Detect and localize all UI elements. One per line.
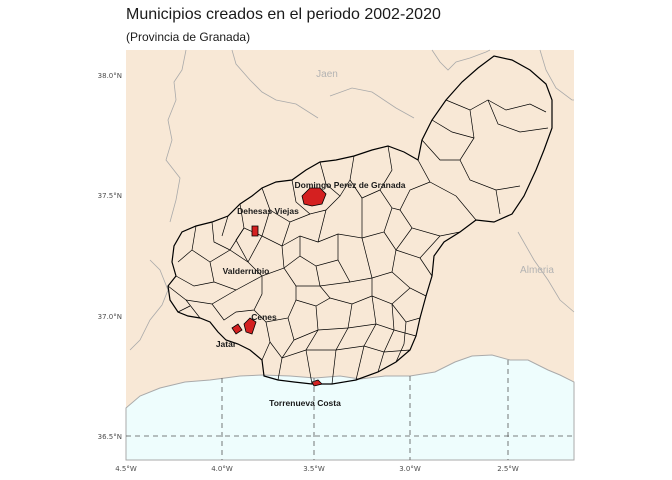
x-tick-label: 3.0°W [399,465,421,473]
highlight-domingo-perez [301,187,327,207]
municipality-label: Domingo Perez de Granada [295,180,406,190]
y-tick-label: 37.5°N [98,192,122,200]
municipality-label: Valderrubio [223,266,270,276]
municipality-label: Jatar [216,339,237,349]
y-tick-label: 37.0°N [98,313,122,321]
map-subtitle: (Provincia de Granada) [126,30,251,44]
region-label-almeria: Almeria [520,265,554,276]
highlighted-municipalities [231,187,327,387]
highlight-jatar [231,323,243,335]
x-tick-label: 3.5°W [303,465,325,473]
municipal-borders [167,99,549,385]
municipality-label: Dehesas Viejas [237,206,299,216]
x-tick-label: 4.5°W [115,465,137,473]
graticule [126,360,574,460]
municipality-label: Torrenueva Costa [269,398,341,408]
x-tick-label: 2.5°W [497,465,519,473]
highlight-torrenueva [311,379,323,387]
highlight-valderrubio [251,225,259,237]
y-tick-label: 38.0°N [98,72,122,80]
highlight-cenes [243,317,257,335]
municipality-label: Cenes [251,312,277,322]
x-tick-label: 4.0°W [211,465,233,473]
map-title: Municipios creados en el periodo 2002-20… [126,6,441,23]
y-tick-label: 36.5°N [98,433,122,441]
neighbor-borders [129,49,575,351]
region-label-jaen: Jaen [316,69,338,80]
